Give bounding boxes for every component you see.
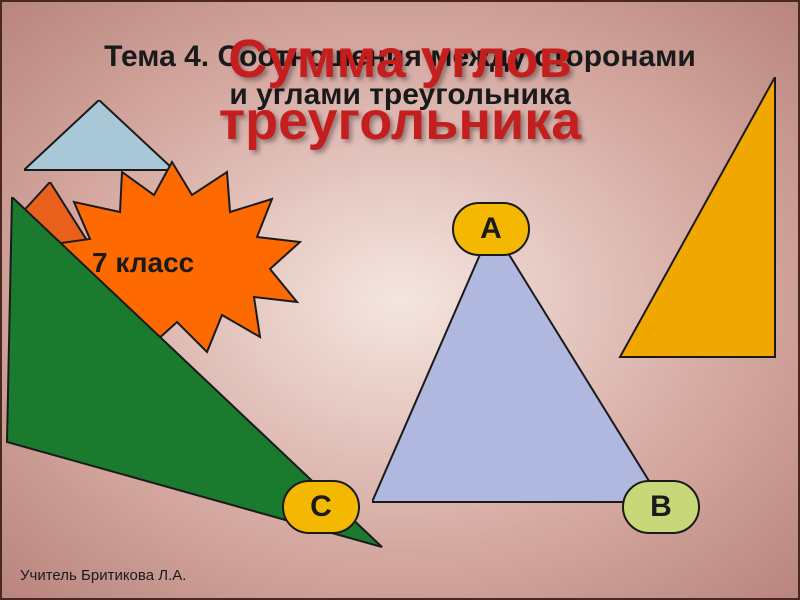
teacher-credit: Учитель Бритикова Л.А. [20, 567, 186, 584]
slide-title: Сумма углов треугольника [50, 28, 750, 152]
grade-label: 7 класс [92, 247, 194, 279]
vertex-badge-a: A [452, 202, 530, 256]
vertex-badge-b: B [622, 480, 700, 534]
vertex-a-label: A [480, 212, 502, 246]
slide: Тема 4. Соотношения между сторонами и уг… [0, 0, 800, 600]
vertex-badge-c: C [282, 480, 360, 534]
triangle-center [372, 227, 672, 507]
vertex-b-label: B [650, 490, 672, 524]
vertex-c-label: C [310, 490, 332, 524]
